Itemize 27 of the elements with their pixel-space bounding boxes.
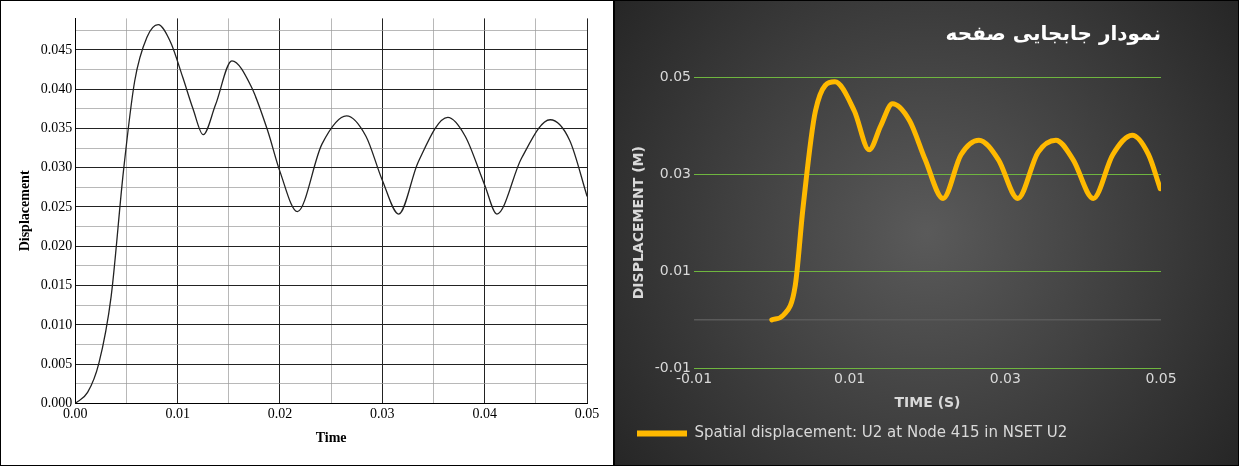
y-tick-label: 0.035 xyxy=(40,120,73,136)
chart-title: نمودار جابجایی صفحه xyxy=(945,21,1161,46)
x-tick-label: 0.03 xyxy=(989,370,1021,387)
y-tick-label: 0.020 xyxy=(40,237,73,253)
y-tick-label: 0.030 xyxy=(40,159,73,175)
y-axis-title: Displacement xyxy=(17,170,33,252)
y-tick-label: 0.015 xyxy=(40,277,73,293)
x-tick-label: 0.03 xyxy=(370,406,395,422)
y-tick-label: 0.05 xyxy=(659,67,692,84)
x-tick-label: 0.04 xyxy=(472,406,497,422)
y-tick-label: 0.045 xyxy=(40,41,73,57)
x-tick-label: 0.01 xyxy=(834,370,866,387)
x-tick-label: 0.05 xyxy=(574,406,600,422)
y-tick-label: 0.01 xyxy=(659,261,692,278)
x-axis-title: TIME (S) xyxy=(894,394,961,411)
y-tick-label: 0.040 xyxy=(40,80,73,96)
y-tick-label: 0.005 xyxy=(40,355,73,371)
legend-label: Spatial displacement: U2 at Node 415 in NSET U2 xyxy=(694,423,1068,442)
x-tick-label: 0.05 xyxy=(1145,370,1177,387)
y-tick-label: 0.025 xyxy=(40,198,73,214)
x-tick-label: 0.02 xyxy=(267,406,293,422)
x-tick-label: 0.01 xyxy=(165,406,190,422)
x-tick-label: 0.00 xyxy=(63,406,88,422)
x-axis-title: Time xyxy=(315,430,347,446)
y-tick-label: 0.03 xyxy=(659,164,692,181)
y-axis-title: DISPLACEMENT (M) xyxy=(630,146,647,300)
y-tick-label: 0.010 xyxy=(40,316,73,332)
